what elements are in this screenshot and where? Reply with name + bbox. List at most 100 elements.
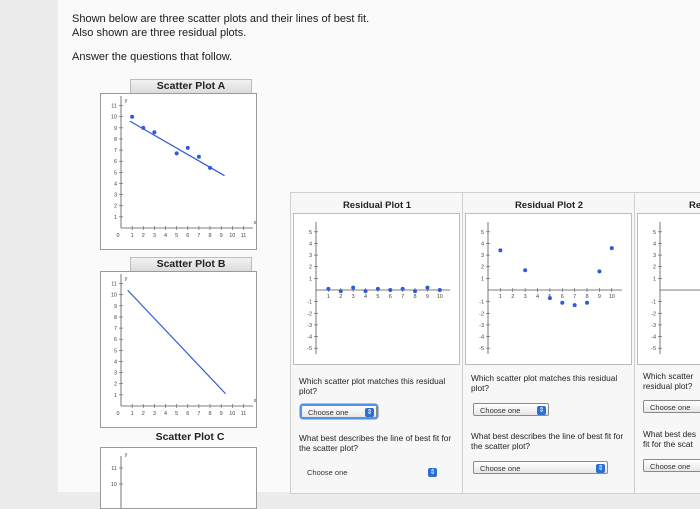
x-tick-label: 2 [142, 233, 145, 239]
y-tick-label: 7 [114, 148, 117, 154]
y-tick-label: 1 [653, 276, 656, 282]
y-tick-label: -2 [479, 311, 484, 317]
data-point [498, 248, 503, 253]
r3-question-fit: What best des fit for the scat [643, 429, 697, 449]
residual-plot-1-panel: Residual Plot 1 -5 -4 -3 -2 -1 1 2 3 4 5 1 2 3 4 5 6 7 8 9… [290, 192, 464, 494]
scatter-plot-b-title: Scatter Plot B [130, 257, 252, 272]
r1-question-match: Which scatter plot matches this residual… [299, 376, 446, 396]
y-tick-label: 4 [114, 181, 117, 187]
data-point [413, 289, 418, 294]
y-tick-label: -1 [651, 300, 656, 306]
y-tick-label: -1 [479, 300, 484, 306]
x-tick-label: 9 [220, 411, 223, 417]
scatter-plot-b-chart: y x 1 2 3 4 5 6 7 8 9 10 11 0 1 2 3 4 5 6 7 8 9 10 11 [111, 274, 256, 417]
data-point [338, 289, 343, 294]
x-tick-label: 0 [116, 411, 119, 417]
r1-fit-select[interactable]: Choose one ⇕ [301, 466, 439, 479]
scatter-plot-c-title: Scatter Plot C [155, 431, 225, 443]
r2-match-select-label: Choose one [480, 406, 521, 415]
data-point [130, 114, 135, 119]
y-tick-label: 7 [114, 326, 117, 332]
chevron-updown-icon: ⇕ [537, 405, 546, 415]
y-axis-label: y [125, 276, 128, 282]
y-tick-label: -5 [479, 346, 484, 352]
data-point [208, 165, 213, 170]
r1-match-select-label: Choose one [308, 408, 349, 417]
x-tick-label: 10 [229, 233, 235, 239]
x-tick-label: 10 [437, 294, 443, 300]
y-tick-label: 3 [309, 253, 312, 259]
data-point [585, 300, 590, 305]
data-point [388, 288, 393, 292]
scatter-plot-c: y 10 11 [100, 447, 257, 509]
x-tick-label: 3 [524, 294, 527, 300]
r2-match-select[interactable]: Choose one ⇕ [473, 403, 549, 416]
instructions-line-3: Answer the questions that follow. [72, 51, 233, 63]
x-tick-label: 9 [598, 294, 601, 300]
x-tick-label: 3 [153, 233, 156, 239]
y-tick-label: 6 [114, 337, 117, 343]
y-tick-label: 3 [114, 371, 117, 377]
x-tick-label: 6 [389, 294, 392, 300]
y-tick-label: -4 [307, 335, 312, 341]
instructions-line-1: Shown below are three scatter plots and … [72, 13, 370, 25]
chevron-updown-icon: ⇕ [365, 407, 374, 417]
y-tick-label: 3 [114, 193, 117, 199]
y-axis-label: y [125, 452, 128, 458]
y-tick-label: -3 [651, 323, 656, 329]
r2-fit-select[interactable]: Choose one ⇕ [473, 461, 608, 474]
chevron-updown-icon: ⇕ [428, 467, 437, 477]
y-tick-label: 9 [114, 126, 117, 132]
data-point [363, 289, 368, 294]
x-tick-label: 2 [511, 294, 514, 300]
x-tick-label: 1 [131, 233, 134, 239]
y-tick-label: -1 [307, 300, 312, 306]
x-tick-label: 8 [209, 411, 212, 417]
y-tick-label: 2 [481, 265, 484, 271]
y-tick-label: 4 [653, 241, 656, 247]
y-tick-label: 11 [111, 466, 117, 472]
x-tick-label: 1 [131, 411, 134, 417]
data-point [185, 145, 190, 150]
y-tick-label: 3 [481, 253, 484, 259]
y-tick-label: 10 [111, 482, 117, 488]
x-tick-label: 11 [241, 233, 247, 239]
r3-match-select[interactable]: Choose one [643, 400, 700, 413]
scatter-plot-a-title: Scatter Plot A [130, 79, 252, 94]
data-point [375, 286, 380, 291]
residual-plot-3-chart: -5 -4 -3 -2 -1 1 2 3 4 5 [651, 222, 700, 354]
r3-fit-select[interactable]: Choose one [643, 459, 700, 472]
scatter-plot-a-chart: y x 1 2 3 4 5 6 7 8 9 10 11 0 1 2 3 4 5 6 7 8 9 10 11 [111, 96, 256, 239]
scatter-plot-c-chart: y 10 11 [111, 452, 128, 508]
y-tick-label: 1 [309, 276, 312, 282]
best-fit-line [127, 289, 227, 395]
y-tick-label: 2 [114, 382, 117, 388]
x-tick-label: 4 [164, 233, 167, 239]
x-tick-label: 9 [220, 233, 223, 239]
x-tick-label: 6 [186, 411, 189, 417]
data-point [174, 151, 179, 156]
x-axis-label: x [254, 220, 256, 226]
y-tick-label: 5 [481, 230, 484, 236]
x-tick-label: 1 [327, 294, 330, 300]
data-point [547, 296, 552, 301]
residual-plot-1-title: Residual Plot 1 [342, 200, 412, 211]
x-tick-label: 1 [499, 294, 502, 300]
x-tick-label: 6 [186, 233, 189, 239]
x-tick-label: 7 [401, 294, 404, 300]
scatter-plot-a: y x 1 2 3 4 5 6 7 8 9 10 11 0 1 2 3 4 5 6 7 8 9 10 11 [100, 93, 257, 250]
y-axis-label: y [125, 98, 128, 104]
residual-plot-3-panel: Re -5 -4 -3 -2 -1 1 2 3 4 5 Which scatter residua… [634, 192, 700, 494]
data-point [597, 269, 602, 274]
x-tick-label: 0 [116, 233, 119, 239]
x-tick-label: 7 [197, 411, 200, 417]
data-point [425, 285, 430, 290]
instructions-line-2: Also shown are three residual plots. [72, 27, 247, 39]
y-tick-label: -4 [651, 335, 656, 341]
r1-match-select[interactable]: Choose one ⇕ [301, 405, 377, 418]
y-tick-label: 5 [309, 230, 312, 236]
y-tick-label: 1 [114, 393, 117, 399]
residual-plot-1-chart: -5 -4 -3 -2 -1 1 2 3 4 5 1 2 3 4 5 6 7 8 9 10 [307, 222, 450, 354]
data-point [572, 303, 577, 308]
y-tick-label: 5 [114, 170, 117, 176]
